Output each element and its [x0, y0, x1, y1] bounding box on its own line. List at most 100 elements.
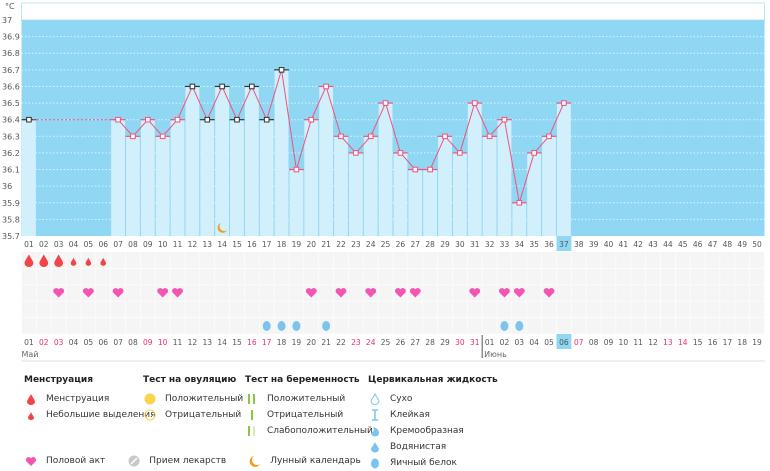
egg-white-icon — [515, 321, 524, 331]
temperature-bar — [542, 136, 556, 236]
temperature-line — [325, 86, 342, 137]
date-label: 06 — [559, 338, 569, 347]
cycle-day-label: 37 — [559, 240, 569, 249]
cycle-day-label: 42 — [633, 240, 643, 249]
temperature-bar — [185, 86, 200, 236]
temperature-line — [236, 86, 253, 120]
date-label: 16 — [708, 338, 718, 347]
temperature-point — [516, 199, 523, 206]
date-label: 15 — [693, 338, 703, 347]
temperature-bar — [22, 119, 36, 236]
temperature-bar — [334, 136, 348, 236]
watery-drop-icon — [368, 441, 382, 453]
legend-label: Водянистая — [390, 442, 447, 452]
temperature-bar — [274, 69, 289, 236]
cycle-day-label: 15 — [232, 240, 242, 249]
legend-label: Менструация — [46, 394, 110, 404]
heart-icon — [82, 288, 94, 298]
y-tick-label: 36.7 — [2, 66, 20, 75]
cycle-day-label: 21 — [321, 240, 331, 249]
legend-title: Тест на беременность — [245, 375, 360, 385]
legend-label: Положительный — [267, 394, 346, 404]
heart-icon — [543, 288, 555, 298]
legend-label: Клейкая — [390, 410, 430, 420]
date-label: 17 — [262, 338, 272, 347]
date-label: 14 — [217, 338, 227, 347]
temperature-bar — [304, 119, 319, 236]
cycle-day-label: 19 — [292, 240, 302, 249]
month-label: Июнь — [484, 350, 507, 359]
temperature-bar — [111, 119, 126, 236]
temperature-point — [249, 83, 255, 90]
egg-white-icon — [322, 321, 331, 331]
legend-cervical: Цервикальная жидкость Сухо Клейкая Кремо… — [368, 375, 498, 471]
date-label: 05 — [84, 338, 94, 347]
temperature-point — [323, 83, 329, 90]
date-label: 13 — [202, 338, 212, 347]
temperature-bar — [527, 152, 542, 236]
temperature-point — [26, 116, 32, 123]
y-tick-label: 35.9 — [2, 199, 20, 208]
temperature-point — [115, 116, 121, 123]
temperature-line — [474, 102, 491, 137]
temperature-bar — [556, 103, 571, 236]
temperature-point — [442, 133, 448, 140]
cycle-day-label: 32 — [485, 240, 495, 249]
legend-label: Отрицательный — [267, 410, 344, 420]
temperature-line — [281, 69, 297, 170]
legend-label: Кремообразная — [390, 426, 464, 436]
cycle-day-label: 46 — [693, 240, 703, 249]
y-tick-label: 35.7 — [2, 232, 20, 241]
date-label: 22 — [336, 338, 346, 347]
temperature-bar — [319, 86, 334, 236]
cycle-day-label: 36 — [544, 240, 554, 249]
date-label: 14 — [678, 338, 688, 347]
legend-ovulation: Тест на овуляцию Положительный Отрицател… — [143, 375, 243, 423]
cycle-day-label: 02 — [39, 240, 49, 249]
temperature-bar — [230, 119, 244, 236]
date-label: 16 — [247, 338, 257, 347]
temperature-line — [266, 69, 283, 120]
cycle-day-label: 49 — [737, 240, 747, 249]
egg-white-icon — [262, 321, 271, 331]
cycle-day-label: 28 — [425, 240, 435, 249]
date-label: 04 — [529, 338, 539, 347]
temperature-bar — [408, 169, 423, 236]
blood-drop-icon — [24, 393, 38, 405]
cycle-day-label: 47 — [708, 240, 718, 249]
date-label: 07 — [113, 338, 123, 347]
date-label: 20 — [306, 338, 316, 347]
temperature-point — [397, 150, 404, 156]
temperature-bar — [452, 152, 467, 236]
cycle-day-label: 11 — [173, 240, 183, 249]
date-label: 19 — [292, 338, 302, 347]
temperature-bar — [467, 103, 482, 236]
temperature-bar — [289, 169, 304, 236]
temperature-line — [251, 86, 268, 120]
y-tick-label: 36.9 — [2, 33, 20, 42]
y-tick-label: 35.8 — [2, 215, 20, 224]
temperature-line — [295, 119, 312, 170]
date-label: 24 — [366, 338, 376, 347]
temperature-line — [459, 102, 476, 154]
temperature-point — [189, 83, 196, 90]
y-tick-label: 36.8 — [2, 49, 20, 58]
two-lines-icon — [245, 393, 259, 405]
temperature-point — [145, 116, 151, 123]
cycle-day-label: 43 — [648, 240, 658, 249]
sticky-icon — [368, 409, 382, 421]
temperature-bar — [512, 202, 527, 236]
legend-label: Прием лекарств — [149, 456, 227, 466]
date-label: 12 — [648, 338, 658, 347]
menstruation-drop — [39, 254, 49, 268]
date-label: 06 — [98, 338, 108, 347]
legend-menstruation: Менструация Менструация Небольшие выделе… — [24, 375, 156, 423]
temperature-point — [367, 133, 374, 140]
temperature-point — [427, 166, 433, 173]
pill-icon — [127, 455, 141, 467]
temperature-point — [204, 116, 211, 123]
temperature-bar — [482, 136, 497, 236]
date-label: 26 — [396, 338, 406, 347]
temperature-line — [177, 86, 193, 120]
date-label: 13 — [663, 338, 673, 347]
